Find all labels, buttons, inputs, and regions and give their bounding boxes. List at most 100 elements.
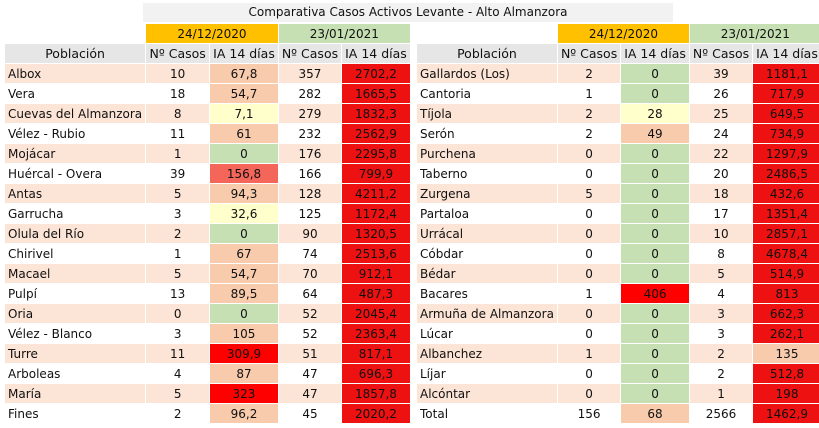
- rate-cell: 0: [620, 383, 690, 404]
- cases-cell: 0: [556, 303, 622, 324]
- date-header: 24/12/2020: [556, 23, 690, 44]
- municipality: Bédar: [416, 263, 558, 284]
- cases-cell: 11: [145, 123, 211, 144]
- municipality: Cantoria: [416, 83, 558, 104]
- cases-cell: 0: [556, 243, 622, 264]
- cases-cell: 1: [556, 83, 622, 104]
- rate-cell: 54,7: [209, 263, 279, 284]
- cases-cell: 1: [556, 283, 622, 304]
- municipality: Bacares: [416, 283, 558, 304]
- cases-cell: 8: [688, 243, 754, 264]
- cases-cell: 74: [277, 243, 343, 264]
- municipality: Lúcar: [416, 323, 558, 344]
- rate-cell: 54,7: [209, 83, 279, 104]
- cases-cell: 20: [688, 163, 754, 184]
- rate-cell: 68: [620, 403, 690, 424]
- municipality: Purchena: [416, 143, 558, 164]
- cases-cell: 4: [688, 283, 754, 304]
- rate-cell: 28: [620, 103, 690, 124]
- cases-cell: 39: [145, 163, 211, 184]
- rate-cell: 2702,2: [341, 63, 411, 84]
- cases-cell: 47: [277, 363, 343, 384]
- rate-cell: 912,1: [341, 263, 411, 284]
- cases-cell: 0: [556, 143, 622, 164]
- municipality: Cóbdar: [416, 243, 558, 264]
- cases-cell: 2: [145, 403, 211, 424]
- rate-cell: 0: [209, 303, 279, 324]
- column-header: IA 14 días: [620, 43, 690, 64]
- rate-cell: 94,3: [209, 183, 279, 204]
- municipality: Partaloa: [416, 203, 558, 224]
- municipality: Urrácal: [416, 223, 558, 244]
- municipality: Macael: [3, 263, 147, 284]
- municipality: Taberno: [416, 163, 558, 184]
- rate-cell: 2363,4: [341, 323, 411, 344]
- municipality: Chirivel: [3, 243, 147, 264]
- column-header: Población: [416, 43, 558, 64]
- rate-cell: 662,3: [752, 303, 819, 324]
- rate-cell: 4678,4: [752, 243, 819, 264]
- cases-cell: 70: [277, 263, 343, 284]
- cases-cell: 282: [277, 83, 343, 104]
- rate-cell: 309,9: [209, 343, 279, 364]
- rate-cell: 0: [209, 223, 279, 244]
- rate-cell: 105: [209, 323, 279, 344]
- municipality: Fines: [3, 403, 147, 424]
- cases-cell: 17: [688, 203, 754, 224]
- rate-cell: 696,3: [341, 363, 411, 384]
- rate-cell: 2045,4: [341, 303, 411, 324]
- cases-cell: 0: [556, 323, 622, 344]
- rate-cell: 1172,4: [341, 203, 411, 224]
- rate-cell: 0: [620, 83, 690, 104]
- rate-cell: 156,8: [209, 163, 279, 184]
- rate-cell: 198: [752, 383, 819, 404]
- cases-cell: 51: [277, 343, 343, 364]
- municipality: Vélez - Rubio: [3, 123, 147, 144]
- rate-cell: 649,5: [752, 103, 819, 124]
- left-table: 24/12/2020 23/01/2021 Población Nº Casos IA …: [3, 23, 411, 424]
- column-header: IA 14 días: [341, 43, 411, 64]
- rate-cell: 0: [620, 323, 690, 344]
- municipality: Cuevas del Almanzora: [3, 103, 147, 124]
- rate-cell: 514,9: [752, 263, 819, 284]
- blank-cell: [3, 23, 147, 44]
- cases-cell: 10: [145, 63, 211, 84]
- cases-cell: 45: [277, 403, 343, 424]
- cases-cell: 0: [556, 163, 622, 184]
- cases-cell: 0: [556, 383, 622, 404]
- cases-cell: 2: [556, 63, 622, 84]
- column-header: Población: [3, 43, 147, 64]
- rate-cell: 2513,6: [341, 243, 411, 264]
- rate-cell: 1857,8: [341, 383, 411, 404]
- cases-cell: 0: [556, 363, 622, 384]
- rate-cell: 87: [209, 363, 279, 384]
- cases-cell: 25: [688, 103, 754, 124]
- rate-cell: 406: [620, 283, 690, 304]
- rate-cell: 2562,9: [341, 123, 411, 144]
- cases-cell: 11: [145, 343, 211, 364]
- municipality: Gallardos (Los): [416, 63, 558, 84]
- rate-cell: 799,9: [341, 163, 411, 184]
- cases-cell: 4: [145, 363, 211, 384]
- cases-cell: 1: [556, 343, 622, 364]
- cases-cell: 13: [145, 283, 211, 304]
- cases-cell: 8: [145, 103, 211, 124]
- rate-cell: 96,2: [209, 403, 279, 424]
- rate-cell: 1832,3: [341, 103, 411, 124]
- cases-cell: 2: [556, 103, 622, 124]
- cases-cell: 128: [277, 183, 343, 204]
- rate-cell: 1665,5: [341, 83, 411, 104]
- rate-cell: 2020,2: [341, 403, 411, 424]
- rate-cell: 813: [752, 283, 819, 304]
- municipality: Mojácar: [3, 143, 147, 164]
- cases-cell: 5: [688, 263, 754, 284]
- municipality: Serón: [416, 123, 558, 144]
- cases-cell: 2: [688, 363, 754, 384]
- rate-cell: 0: [620, 223, 690, 244]
- rate-cell: 262,1: [752, 323, 819, 344]
- rate-cell: 2857,1: [752, 223, 819, 244]
- date-header: 23/01/2021: [688, 23, 819, 44]
- date-header: 24/12/2020: [145, 23, 279, 44]
- rate-cell: 1351,4: [752, 203, 819, 224]
- municipality: Tíjola: [416, 103, 558, 124]
